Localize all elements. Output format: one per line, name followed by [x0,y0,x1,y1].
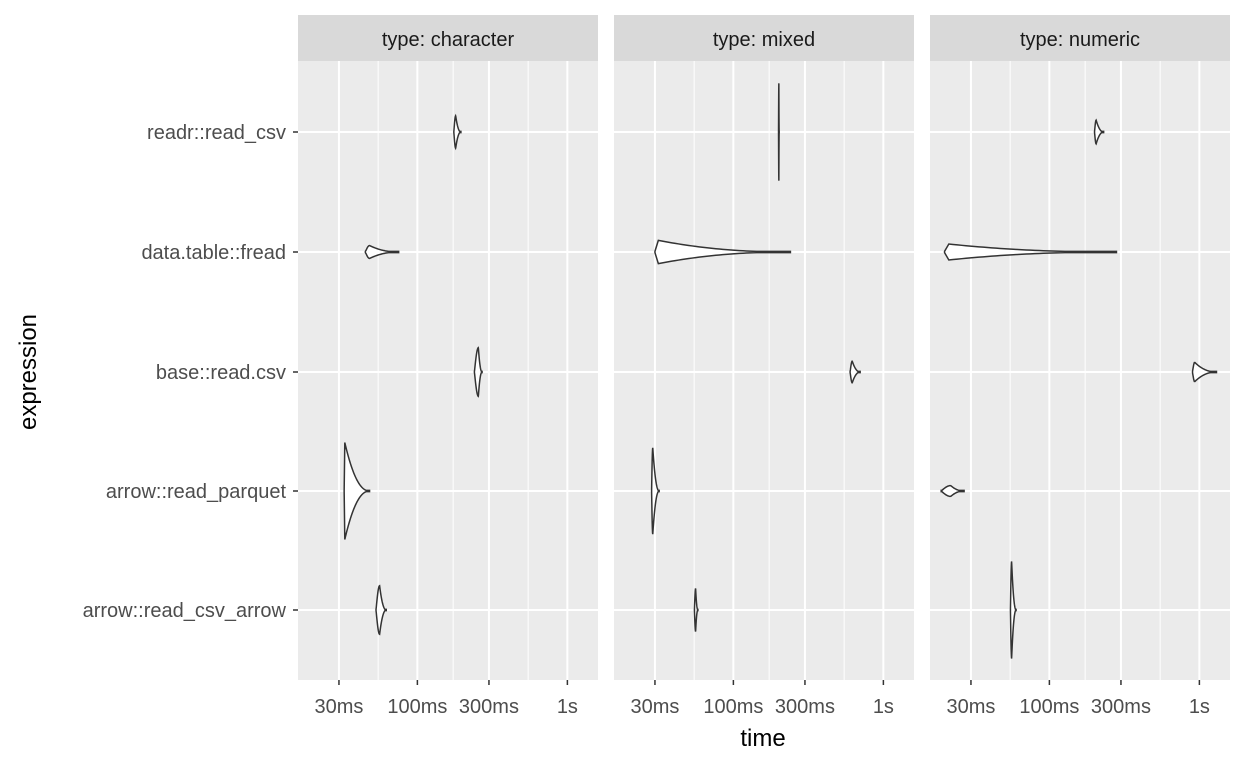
x-tick-label: 100ms [387,696,447,718]
y-tick-label: arrow::read_csv_arrow [83,600,287,622]
facet-strip [614,15,914,61]
violin-arrow-read-parquet [940,484,965,498]
y-tick-label: readr::read_csv [147,122,286,144]
panel-background [614,61,914,680]
y-tick-label: base::read.csv [156,362,286,384]
facet-panel: type: character 30ms 100ms 300ms 1s [298,15,598,718]
violin-base-read-csv [473,346,483,398]
x-tick-label: 1s [873,696,894,718]
x-tick-label: 300ms [1091,696,1151,718]
facet-panel: type: mixed 30ms 100ms 300ms 1s [614,15,914,718]
violin-readr-read-csv [1093,118,1105,146]
facet-strip-label: type: character [382,29,515,51]
x-tick-label: 30ms [946,696,995,718]
violin-base-read-csv [849,359,861,385]
x-tick-label: 1s [557,696,578,718]
violin-data-table-fread [364,244,400,260]
violin-readr-read-csv [777,83,780,181]
violin-arrow-read-parquet [650,447,660,535]
x-tick-label: 100ms [703,696,763,718]
x-tick-label: 30ms [314,696,363,718]
violin-arrow-read-csv-arrow [375,584,387,636]
violin-base-read-csv [1191,361,1218,383]
x-tick-label: 1s [1189,696,1210,718]
violin-arrow-read-csv-arrow [1009,561,1017,659]
y-axis-title: expression [15,314,42,430]
y-axis: readr::read_csvdata.table::freadbase::re… [83,122,298,622]
violin-readr-read-csv [453,113,462,151]
panel-background [930,61,1230,680]
panel-background [298,61,598,680]
violin-data-table-fread [654,239,792,265]
y-tick-label: data.table::fread [141,242,286,264]
facet-strip-label: type: numeric [1020,29,1140,51]
x-tick-label: 30ms [630,696,679,718]
x-tick-label: 100ms [1019,696,1079,718]
facet-panel: type: numeric 30ms 100ms 300ms 1s [930,15,1230,718]
x-axis-title: time [740,725,785,752]
violin-arrow-read-parquet [343,442,371,540]
facet-strip-label: type: mixed [713,29,815,51]
facet-strip [930,15,1230,61]
y-tick-label: arrow::read_parquet [106,481,287,503]
x-tick-label: 300ms [775,696,835,718]
facet-strip [298,15,598,61]
violin-arrow-read-csv-arrow [693,588,699,632]
x-tick-label: 300ms [459,696,519,718]
violin-data-table-fread [943,243,1118,261]
